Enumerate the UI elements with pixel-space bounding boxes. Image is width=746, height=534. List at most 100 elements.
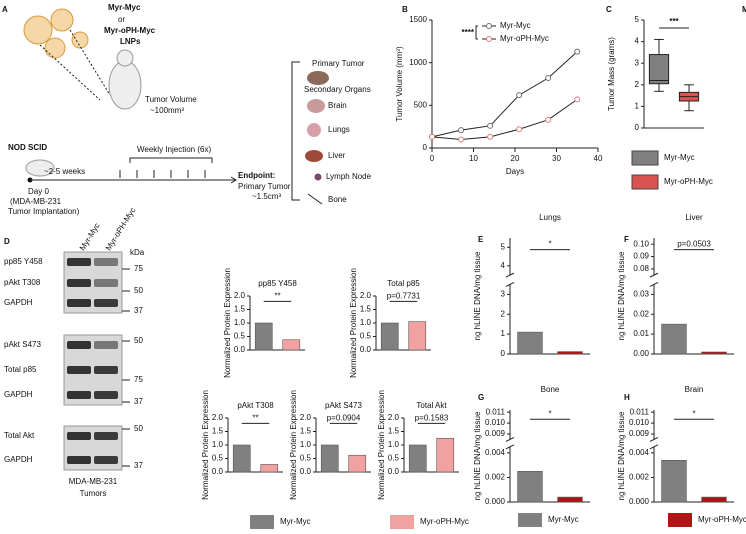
point bbox=[429, 133, 435, 140]
y-tick-label: 0.000 bbox=[485, 497, 506, 506]
blot-band bbox=[94, 258, 118, 266]
point bbox=[574, 96, 581, 103]
panel-label: E bbox=[478, 235, 484, 244]
legend-label: Myr-oPH-Myc bbox=[500, 34, 549, 43]
y-tick-label: 0.03 bbox=[633, 289, 649, 298]
blot-unit: kDa bbox=[130, 248, 145, 257]
y-axis-label: ng hLINE DNA/mg tissue bbox=[473, 411, 482, 500]
y-tick-label: 0.0 bbox=[360, 345, 372, 354]
y-tick-label: 0.004 bbox=[629, 448, 650, 457]
y-tick-label: 0.0 bbox=[234, 345, 246, 354]
y-tick-label: 0.004 bbox=[485, 448, 506, 457]
x-tick-label: 40 bbox=[594, 154, 603, 163]
blot-band bbox=[67, 299, 91, 307]
legend-swatch bbox=[518, 513, 542, 527]
schematic-text: Secondary Organs bbox=[304, 85, 371, 94]
point bbox=[516, 126, 523, 133]
schematic-text: Liver bbox=[328, 151, 346, 160]
blot-band bbox=[94, 341, 118, 349]
y-tick-label: 0.002 bbox=[629, 473, 650, 482]
lnp bbox=[71, 31, 89, 49]
schematic-text: Weekly Injection (6x) bbox=[137, 145, 211, 154]
y-axis-label: ng hLINE DNA/mg tissue bbox=[473, 251, 482, 340]
legend-label: Myr-oPH-Myc bbox=[664, 177, 713, 186]
lnp bbox=[50, 8, 74, 32]
y-axis-label: Normalized Protein Expression bbox=[201, 390, 210, 500]
series-line bbox=[431, 51, 578, 138]
legend-swatch bbox=[390, 515, 414, 529]
y-tick-label: 0.0 bbox=[300, 467, 312, 476]
dash bbox=[39, 44, 101, 101]
annotation: * bbox=[548, 240, 551, 249]
y-tick-label: 2.0 bbox=[234, 291, 246, 300]
bar bbox=[701, 351, 727, 355]
chart-title: pAkt S473 bbox=[325, 401, 362, 410]
y-tick-label: 1 bbox=[501, 329, 506, 338]
y-tick-label: 0.5 bbox=[234, 332, 246, 341]
y-axis-label: ng hLINE DNA/mg tissue bbox=[617, 411, 626, 500]
y-tick-label: 0.00 bbox=[633, 349, 649, 358]
blot-row-label: GAPDH bbox=[4, 298, 33, 307]
lymph-node bbox=[314, 173, 322, 181]
y-tick-label: 0.0 bbox=[212, 467, 224, 476]
sig-bracket bbox=[475, 25, 478, 40]
y-tick-label: 2.0 bbox=[212, 413, 224, 422]
schematic-text: Myr-Myc bbox=[108, 3, 141, 12]
schematic-text: ~100mm³ bbox=[150, 106, 184, 115]
brain bbox=[307, 99, 325, 113]
y-tick-label: 2.0 bbox=[300, 413, 312, 422]
y-tick-label: 4 bbox=[501, 261, 506, 270]
bar bbox=[517, 331, 543, 355]
blot-band bbox=[94, 299, 118, 307]
blot-band bbox=[94, 279, 118, 287]
mouse bbox=[108, 60, 142, 110]
annotation: p=0.7731 bbox=[387, 292, 421, 301]
y-tick-label: 0 bbox=[501, 349, 506, 358]
y-tick-label: 1 bbox=[635, 102, 640, 111]
point bbox=[516, 92, 523, 99]
y-tick-label: 0 bbox=[423, 143, 428, 152]
blot-row-label: pAkt T308 bbox=[4, 278, 41, 287]
legend-swatch bbox=[631, 174, 659, 190]
blot-row-label: pAkt S473 bbox=[4, 340, 41, 349]
schematic-text: Primary Tumor bbox=[238, 182, 291, 191]
panel-label: D bbox=[4, 237, 10, 246]
mouse bbox=[25, 159, 55, 177]
y-tick-label: 2.0 bbox=[388, 413, 400, 422]
y-tick-label: 1.0 bbox=[234, 318, 246, 327]
mouse-head bbox=[116, 49, 134, 67]
y-tick-label: 0.09 bbox=[633, 252, 649, 261]
y-axis-label: Normalized Protein Expression bbox=[377, 390, 386, 500]
y-tick-label: 0.5 bbox=[360, 332, 372, 341]
legend-swatch bbox=[631, 150, 659, 166]
schematic-text: Brain bbox=[328, 101, 347, 110]
bar bbox=[661, 323, 687, 355]
lnp bbox=[44, 37, 66, 59]
bar bbox=[408, 444, 427, 473]
blot-band bbox=[94, 366, 118, 374]
y-tick-label: 4 bbox=[635, 37, 640, 46]
annotation: p=0.0904 bbox=[327, 414, 361, 423]
legend-label: Myr-Myc bbox=[280, 517, 311, 526]
y-tick-label: 3 bbox=[501, 289, 506, 298]
y-tick-label: 0.009 bbox=[629, 429, 650, 438]
schematic-text: Bone bbox=[328, 195, 347, 204]
y-tick-label: 0.02 bbox=[633, 309, 649, 318]
bone bbox=[307, 193, 323, 205]
legend-label: Myr-oPH-Myc bbox=[698, 515, 746, 524]
annotation: p=0.0503 bbox=[677, 240, 711, 249]
panel-label: A bbox=[2, 5, 8, 14]
legend-swatch bbox=[250, 515, 274, 529]
annotation: p=0.1583 bbox=[415, 414, 449, 423]
y-tick-label: 2 bbox=[635, 80, 640, 89]
blot-row-label: pp85 Y458 bbox=[4, 257, 43, 266]
lungs bbox=[307, 123, 321, 137]
annotation: ** bbox=[274, 292, 280, 301]
schematic-text: NOD SCID bbox=[8, 143, 47, 152]
blot-band bbox=[67, 432, 91, 440]
y-tick-label: 2.0 bbox=[360, 291, 372, 300]
chart-title: Bone bbox=[541, 385, 560, 394]
blot-row-label: Total p85 bbox=[4, 365, 37, 374]
marker-label: 50 bbox=[134, 424, 143, 433]
